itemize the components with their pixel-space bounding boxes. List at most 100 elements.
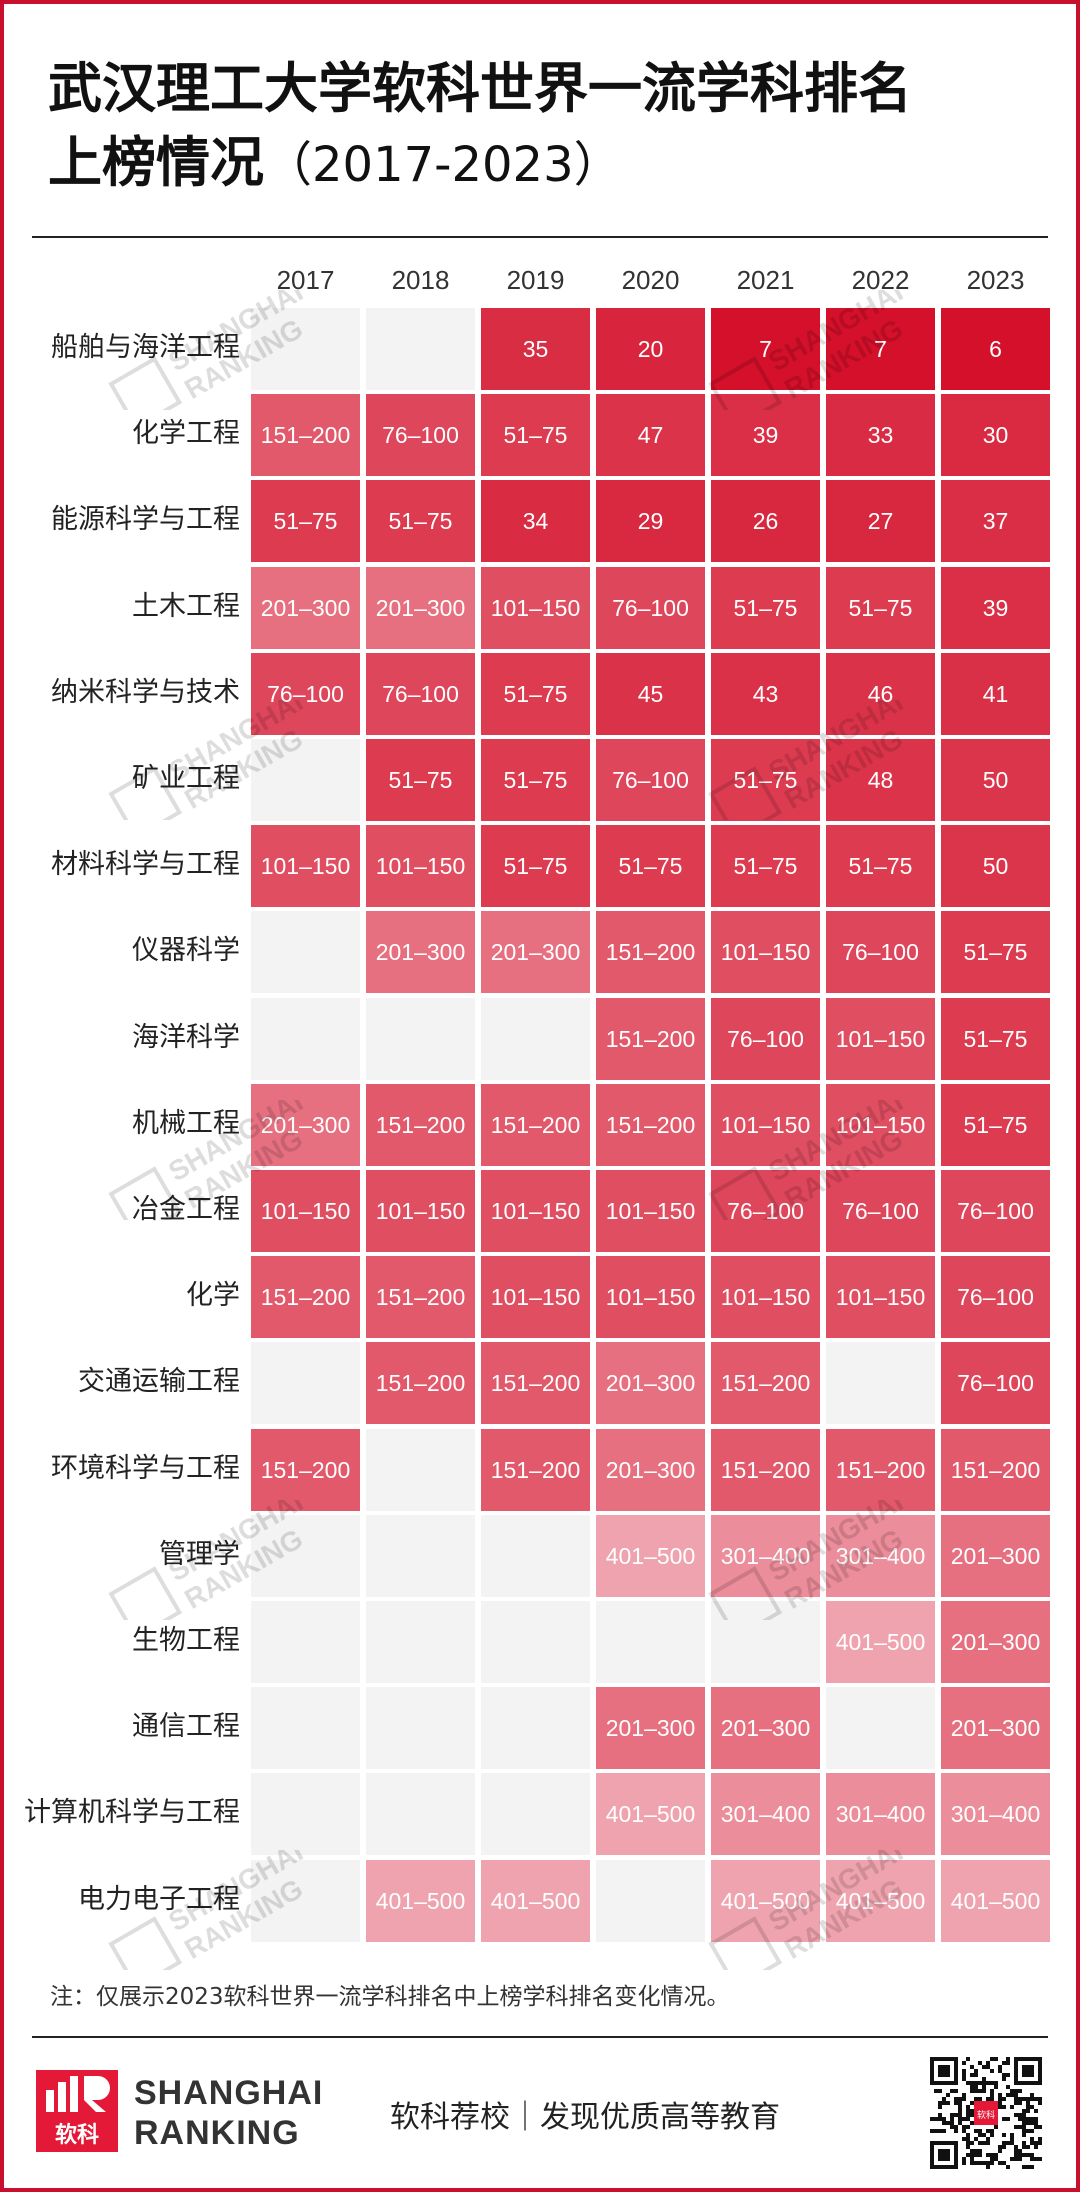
rank-cell: 51–75 <box>941 911 1050 993</box>
subject-label: 纳米科学与技术 <box>51 677 240 708</box>
empty-cell <box>596 1860 705 1942</box>
rank-cell: 151–200 <box>481 1429 590 1511</box>
year-header: 2021 <box>736 265 795 295</box>
empty-cell <box>481 1601 590 1683</box>
rank-cell: 50 <box>941 825 1050 907</box>
rank-cell: 151–200 <box>251 1429 360 1511</box>
rank-cell: 201–300 <box>941 1601 1050 1683</box>
rank-cell: 47 <box>596 394 705 476</box>
page-title: 武汉理工大学软科世界一流学科排名 上榜情况（2017-2023） <box>48 52 1038 202</box>
empty-cell <box>366 1687 475 1769</box>
rank-cell: 201–300 <box>941 1515 1050 1597</box>
subject-label: 仪器科学 <box>132 935 240 966</box>
rank-cell: 51–75 <box>251 480 360 562</box>
year-header: 2017 <box>276 265 335 295</box>
rank-cell: 76–100 <box>596 739 705 821</box>
empty-cell <box>251 739 360 821</box>
subject-label: 土木工程 <box>132 591 240 622</box>
rank-cell: 301–400 <box>826 1515 935 1597</box>
logo-line1: SHANGHAI <box>134 2074 324 2112</box>
rank-cell: 33 <box>826 394 935 476</box>
empty-cell <box>481 1515 590 1597</box>
empty-cell <box>711 1601 820 1683</box>
subject-label: 材料科学与工程 <box>51 849 240 880</box>
rank-cell: 201–300 <box>711 1687 820 1769</box>
rank-cell: 76–100 <box>941 1170 1050 1252</box>
rank-cell: 201–300 <box>366 567 475 649</box>
rank-cell: 151–200 <box>366 1084 475 1166</box>
rank-cell: 76–100 <box>711 1170 820 1252</box>
rank-cell: 76–100 <box>826 1170 935 1252</box>
rank-cell: 101–150 <box>826 998 935 1080</box>
rank-cell: 151–200 <box>826 1429 935 1511</box>
rank-cell: 401–500 <box>596 1773 705 1855</box>
year-header: 2023 <box>966 265 1025 295</box>
rank-cell: 76–100 <box>251 653 360 735</box>
slogan: 软科荐校｜发现优质高等教育 <box>390 2100 780 2135</box>
empty-cell <box>366 308 475 390</box>
rank-cell: 101–150 <box>711 1256 820 1338</box>
empty-cell <box>251 1687 360 1769</box>
subject-label: 通信工程 <box>132 1711 240 1742</box>
rank-cell: 76–100 <box>826 911 935 993</box>
shanghai-ranking-logo-icon: 软科 <box>36 2070 118 2152</box>
rank-cell: 301–400 <box>711 1773 820 1855</box>
rank-cell: 151–200 <box>711 1429 820 1511</box>
rank-cell: 51–75 <box>711 567 820 649</box>
year-header: 2022 <box>851 265 910 295</box>
rank-cell: 151–200 <box>366 1342 475 1424</box>
rank-cell: 101–150 <box>596 1256 705 1338</box>
svg-text:软科: 软科 <box>977 2109 995 2121</box>
rank-cell: 151–200 <box>596 1084 705 1166</box>
rank-cell: 39 <box>941 567 1050 649</box>
rank-cell: 48 <box>826 739 935 821</box>
rank-cell: 27 <box>826 480 935 562</box>
year-header: 2018 <box>391 265 450 295</box>
rank-cell: 151–200 <box>366 1256 475 1338</box>
empty-cell <box>366 1429 475 1511</box>
rank-cell: 101–150 <box>826 1084 935 1166</box>
logo-glyph: 软科 <box>55 2122 99 2148</box>
rank-cell: 401–500 <box>941 1860 1050 1942</box>
rank-cell: 51–75 <box>826 567 935 649</box>
rank-cell: 46 <box>826 653 935 735</box>
rank-cell: 51–75 <box>711 739 820 821</box>
rank-cell: 151–200 <box>481 1342 590 1424</box>
year-header: 2019 <box>506 265 565 295</box>
subject-label: 化学工程 <box>132 418 240 449</box>
rank-cell: 34 <box>481 480 590 562</box>
rank-cell: 51–75 <box>711 825 820 907</box>
rank-cell: 301–400 <box>941 1773 1050 1855</box>
rank-cell: 51–75 <box>481 653 590 735</box>
rank-cell: 101–150 <box>481 567 590 649</box>
rank-cell: 201–300 <box>596 1429 705 1511</box>
rank-cell: 45 <box>596 653 705 735</box>
rank-cell: 151–200 <box>251 1256 360 1338</box>
rank-cell: 301–400 <box>711 1515 820 1597</box>
subject-label: 冶金工程 <box>132 1194 240 1225</box>
bottom-divider <box>32 2036 1048 2038</box>
empty-cell <box>596 1601 705 1683</box>
rank-cell: 76–100 <box>596 567 705 649</box>
empty-cell <box>251 1601 360 1683</box>
rank-cell: 101–150 <box>366 1170 475 1252</box>
rank-cell: 201–300 <box>251 567 360 649</box>
empty-cell <box>481 1687 590 1769</box>
rank-cell: 201–300 <box>596 1342 705 1424</box>
title-line1: 武汉理工大学软科世界一流学科排名 <box>48 57 912 120</box>
rank-cell: 6 <box>941 308 1050 390</box>
empty-cell <box>251 1773 360 1855</box>
rank-cell: 401–500 <box>481 1860 590 1942</box>
rank-cell: 7 <box>711 308 820 390</box>
subject-label: 船舶与海洋工程 <box>51 332 240 363</box>
rank-cell: 201–300 <box>941 1687 1050 1769</box>
rank-cell: 401–500 <box>826 1860 935 1942</box>
rank-cell: 26 <box>711 480 820 562</box>
rank-cell: 201–300 <box>481 911 590 993</box>
rank-cell: 50 <box>941 739 1050 821</box>
empty-cell <box>826 1342 935 1424</box>
title-line2-text: 上榜情况 <box>48 131 264 194</box>
empty-cell <box>366 1601 475 1683</box>
rank-cell: 76–100 <box>941 1342 1050 1424</box>
